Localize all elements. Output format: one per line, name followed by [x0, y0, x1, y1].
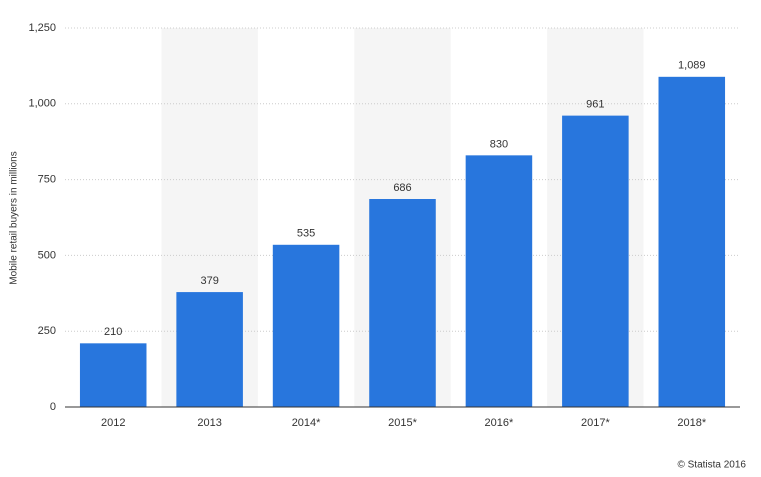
- bar: [369, 199, 436, 407]
- bar: [658, 76, 726, 408]
- y-tick-label: 750: [38, 174, 56, 186]
- value-label: 961: [586, 99, 604, 111]
- bar: [79, 343, 147, 407]
- y-axis-label: Mobile retail buyers in millions: [9, 151, 20, 284]
- value-label: 686: [393, 182, 411, 194]
- x-tick-label: 2012: [101, 417, 125, 429]
- bar: [562, 115, 629, 407]
- bar: [465, 155, 533, 407]
- value-label: 535: [297, 228, 315, 240]
- y-tick-label: 500: [38, 249, 56, 261]
- value-label: 830: [490, 138, 508, 150]
- x-tick-label: 2018*: [677, 417, 706, 429]
- credit: © Statista 2016: [677, 460, 746, 471]
- x-tick-label: 2016*: [485, 417, 514, 429]
- y-tick-label: 1,000: [28, 98, 56, 110]
- y-tick-label: 250: [38, 325, 56, 337]
- value-label: 1,089: [678, 60, 706, 72]
- x-tick-label: 2014*: [292, 417, 321, 429]
- y-tick-label: 0: [50, 401, 56, 413]
- x-tick-label: 2017*: [581, 417, 610, 429]
- value-label: 210: [104, 326, 122, 338]
- x-tick-label: 2015*: [388, 417, 417, 429]
- bar: [176, 292, 243, 407]
- y-tick-label: 1,250: [28, 22, 56, 34]
- value-label: 379: [200, 275, 218, 287]
- x-tick-label: 2013: [197, 417, 221, 429]
- bar: [272, 244, 340, 407]
